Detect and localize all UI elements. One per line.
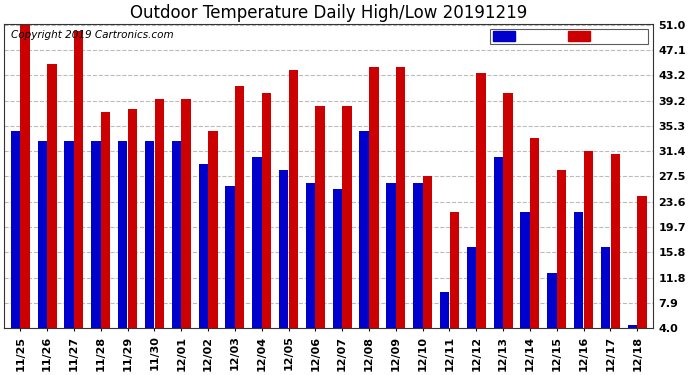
Bar [172, 141, 181, 328]
Bar [145, 141, 155, 328]
Bar [359, 131, 369, 328]
Bar [315, 106, 325, 328]
Title: Outdoor Temperature Daily High/Low 20191219: Outdoor Temperature Daily High/Low 20191… [130, 4, 527, 22]
Bar [306, 183, 315, 328]
Bar [21, 25, 30, 328]
Bar [369, 67, 379, 328]
Bar [493, 157, 503, 328]
Bar [181, 99, 190, 328]
Bar [530, 138, 540, 328]
Text: Copyright 2019 Cartronics.com: Copyright 2019 Cartronics.com [10, 30, 173, 40]
Bar [118, 141, 128, 328]
Bar [155, 99, 164, 328]
Bar [601, 248, 610, 328]
Legend: Low  (°F), High  (°F): Low (°F), High (°F) [491, 29, 648, 45]
Bar [611, 154, 620, 328]
Bar [208, 131, 217, 328]
Bar [128, 109, 137, 328]
Bar [47, 64, 57, 328]
Bar [574, 212, 584, 328]
Bar [288, 70, 298, 328]
Bar [584, 151, 593, 328]
Bar [396, 67, 405, 328]
Bar [226, 186, 235, 328]
Bar [333, 189, 342, 328]
Bar [413, 183, 422, 328]
Bar [74, 32, 83, 328]
Bar [386, 183, 395, 328]
Bar [279, 170, 288, 328]
Bar [628, 325, 637, 328]
Bar [547, 273, 557, 328]
Bar [235, 86, 244, 328]
Bar [476, 74, 486, 328]
Bar [503, 93, 513, 328]
Bar [423, 177, 432, 328]
Bar [252, 157, 262, 328]
Bar [557, 170, 566, 328]
Bar [11, 131, 20, 328]
Bar [520, 212, 530, 328]
Bar [101, 112, 110, 328]
Bar [342, 106, 352, 328]
Bar [262, 93, 271, 328]
Bar [64, 141, 74, 328]
Bar [450, 212, 459, 328]
Bar [37, 141, 47, 328]
Bar [91, 141, 101, 328]
Bar [466, 248, 476, 328]
Bar [638, 196, 647, 328]
Bar [440, 292, 449, 328]
Bar [199, 164, 208, 328]
